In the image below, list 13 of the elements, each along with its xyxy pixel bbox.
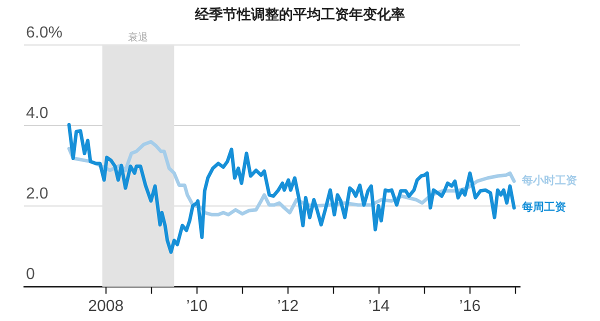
- band-label: 衰退: [128, 32, 148, 44]
- x-tick-label: ’16: [459, 298, 481, 315]
- chart-title: 经季节性调整的平均工资年变化率: [194, 6, 406, 24]
- x-tick-label: ’10: [186, 298, 208, 315]
- series-label: 每周工资: [521, 200, 566, 214]
- y-tick-label: 2.0: [26, 186, 48, 203]
- y-tick-label: 6.0%: [26, 24, 62, 42]
- y-tick-label: 4.0: [26, 105, 48, 122]
- x-tick-label: ’12: [277, 298, 299, 315]
- y-tick-label: 0: [26, 266, 35, 284]
- x-tick-label: 2008: [88, 298, 124, 315]
- series-label: 每小时工资: [521, 174, 578, 188]
- x-tick-label: ’14: [368, 298, 390, 315]
